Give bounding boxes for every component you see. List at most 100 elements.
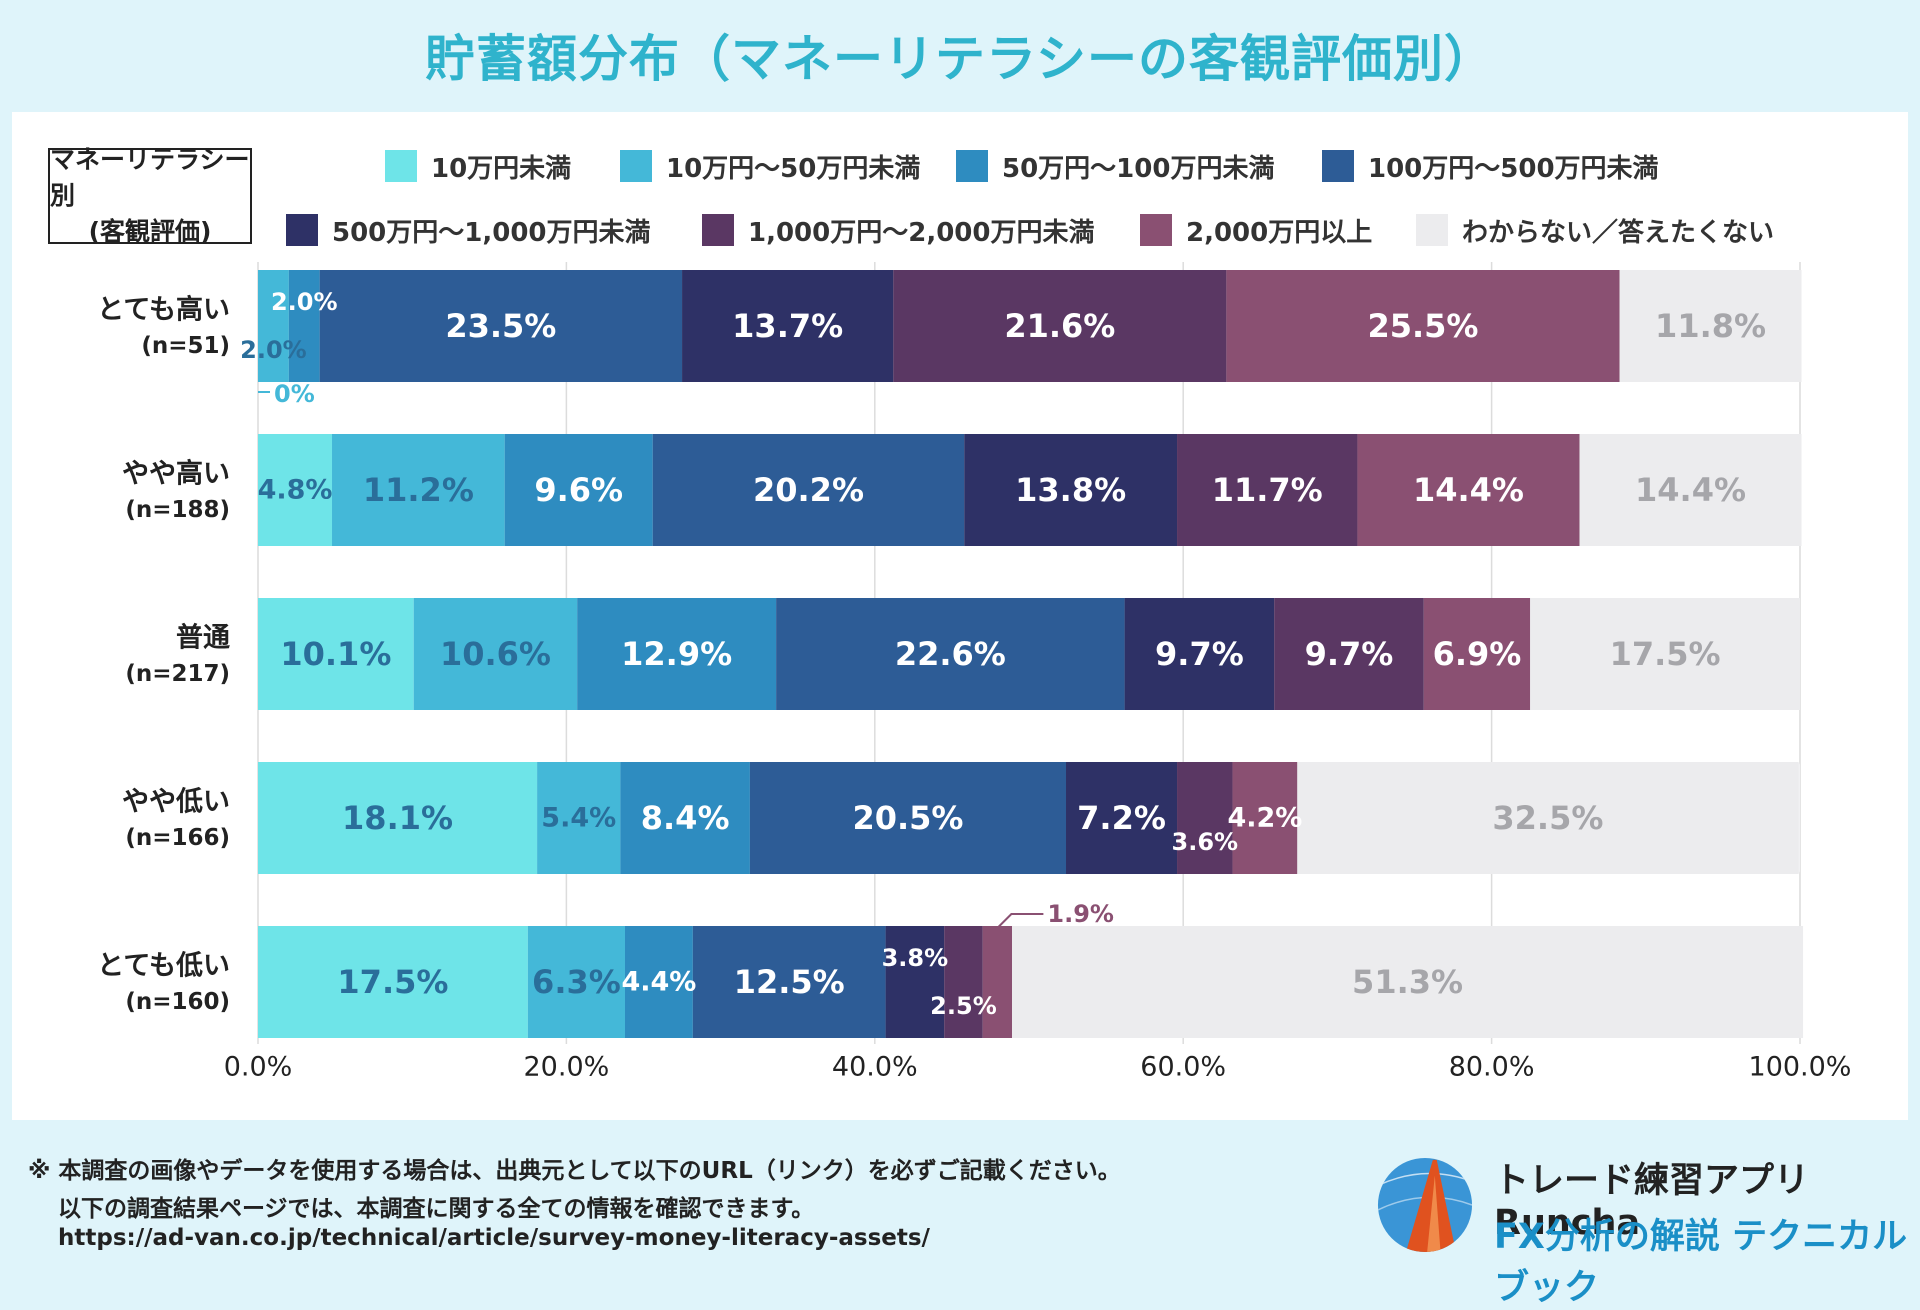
bar-segment xyxy=(749,762,1067,874)
x-tick-label: 0.0% xyxy=(224,1052,293,1083)
data-label: 12.9% xyxy=(621,635,732,673)
data-label: 6.9% xyxy=(1433,635,1522,673)
bar-segment xyxy=(624,926,693,1038)
legend-item-100k-500k: 10万円～50万円未満 xyxy=(620,146,920,186)
data-label: 8.4% xyxy=(641,799,730,837)
legend-swatch xyxy=(956,150,988,182)
data-label: 4.2% xyxy=(1227,803,1302,834)
bar-segment xyxy=(258,762,538,874)
data-label: 23.5% xyxy=(445,307,556,345)
legend-label: わからない／答えたくない xyxy=(1462,217,1775,248)
legend-label: 1,000万円～2,000万円未満 xyxy=(748,217,1095,248)
data-label: 51.3% xyxy=(1352,963,1463,1001)
footer-note-line1: ※ 本調査の画像やデータを使用する場合は、出典元として以下のURL（リンク）を必… xyxy=(28,1158,1121,1184)
legend-item-1m-5m: 100万円～500万円未満 xyxy=(1322,146,1659,186)
legend-swatch xyxy=(1322,150,1354,182)
bar-segment xyxy=(620,762,750,874)
bar-segment xyxy=(944,926,983,1038)
legend-swatch xyxy=(1140,214,1172,246)
legend-swatch xyxy=(702,214,734,246)
legend-label: 100万円～500万円未満 xyxy=(1368,153,1659,184)
legend-label: 500万円～1,000万円未満 xyxy=(332,217,651,248)
bar-segment xyxy=(1066,762,1178,874)
bar-segment xyxy=(1232,762,1298,874)
bar-segment xyxy=(1012,926,1804,1038)
bar-segment xyxy=(577,598,777,710)
data-label: 4.8% xyxy=(258,475,333,506)
x-tick-label: 100.0% xyxy=(1749,1052,1852,1083)
bar-segment xyxy=(288,270,320,382)
category-label: とても高い xyxy=(97,294,230,326)
category-label: やや低い xyxy=(122,787,230,818)
data-label: 0% xyxy=(274,380,315,408)
bar-segment xyxy=(1226,270,1620,382)
footer-note: ※ 本調査の画像やデータを使用する場合は、出典元として以下のURL（リンク）を必… xyxy=(28,1152,1358,1228)
data-label: 17.5% xyxy=(1610,635,1721,673)
category-count: (n=188) xyxy=(125,497,230,523)
legend-swatch xyxy=(620,150,652,182)
category-count: (n=217) xyxy=(125,661,230,687)
bar-segment xyxy=(258,270,289,382)
legend-item-under-100k: 10万円未満 xyxy=(385,146,571,186)
bar-segment xyxy=(258,434,333,546)
data-label: 9.6% xyxy=(534,471,623,509)
data-label: 22.6% xyxy=(895,635,1006,673)
bar-segment xyxy=(527,926,625,1038)
legend-item-10m-20m: 1,000万円～2,000万円未満 xyxy=(702,210,1094,250)
chart-title: 貯蓄額分布（マネーリテラシーの客観評価別） xyxy=(425,30,1495,88)
x-tick-label: 60.0% xyxy=(1140,1052,1226,1083)
bar-segment xyxy=(1297,762,1799,874)
category-label: 普通 xyxy=(176,622,230,654)
data-label: 25.5% xyxy=(1367,307,1478,345)
bar-segment xyxy=(258,926,528,1038)
bar-segment xyxy=(776,598,1125,710)
data-label: 10.6% xyxy=(440,635,551,673)
x-tick-label: 80.0% xyxy=(1449,1052,1535,1083)
bar-segment xyxy=(1579,434,1802,546)
category-count: (n=51) xyxy=(141,333,230,359)
bar-segment xyxy=(652,434,965,546)
data-label: 2.0% xyxy=(271,288,338,316)
bar-segment xyxy=(692,926,886,1038)
runcha-logo-icon xyxy=(1377,1157,1473,1253)
category-label: とても低い xyxy=(97,951,230,982)
footer-url-link[interactable]: https://ad-van.co.jp/technical/article/s… xyxy=(58,1225,930,1251)
legend-item-5m-10m: 500万円～1,000万円未満 xyxy=(286,210,651,250)
category-label: やや高い xyxy=(122,458,230,490)
x-tick-label: 20.0% xyxy=(524,1052,610,1083)
data-label: 4.4% xyxy=(621,967,696,998)
legend-item-500k-1m: 50万円～100万円未満 xyxy=(956,146,1274,186)
footer-note-line2: 以下の調査結果ページでは、本調査に関する全ての情報を確認できます。 xyxy=(58,1196,815,1222)
data-label: 32.5% xyxy=(1492,799,1603,837)
data-label: 11.2% xyxy=(363,471,474,509)
data-label: 3.8% xyxy=(882,944,949,972)
data-label: 11.7% xyxy=(1212,471,1323,509)
legend-swatch xyxy=(385,150,417,182)
data-label: 17.5% xyxy=(337,963,448,1001)
data-label: 3.6% xyxy=(1172,828,1239,856)
data-label: 14.4% xyxy=(1635,471,1746,509)
data-label: 2.0% xyxy=(240,336,307,364)
category-count: (n=160) xyxy=(125,989,230,1015)
data-label: 9.7% xyxy=(1305,635,1394,673)
bar-segment xyxy=(885,926,945,1038)
bar-segment xyxy=(682,270,894,382)
bar-segment xyxy=(319,270,683,382)
legend-label: 2,000万円以上 xyxy=(1186,217,1373,248)
stacked-bar-chart: 0.0% 20.0% 40.0% 60.0% 80.0% 100.0% 0% 2.0% 2.0%… xyxy=(97,262,1852,1083)
legend-label: 50万円～100万円未満 xyxy=(1002,153,1275,184)
category-label-box: マネーリテラシー別 (客観評価) xyxy=(48,145,252,246)
bar-segment xyxy=(1274,598,1424,710)
category-count: (n=166) xyxy=(125,825,230,851)
data-label: 12.5% xyxy=(734,963,845,1001)
data-label: 13.7% xyxy=(732,307,843,345)
legend-swatch xyxy=(1416,214,1448,246)
data-label: 5.4% xyxy=(541,803,616,834)
data-label: 20.5% xyxy=(852,799,963,837)
bar-segment xyxy=(964,434,1178,546)
bar-segment xyxy=(982,926,1013,1038)
bar-segment xyxy=(1124,598,1275,710)
bar-segment xyxy=(413,598,578,710)
data-label: 20.2% xyxy=(753,471,864,509)
legend-item-over-20m: 2,000万円以上 xyxy=(1140,210,1372,250)
